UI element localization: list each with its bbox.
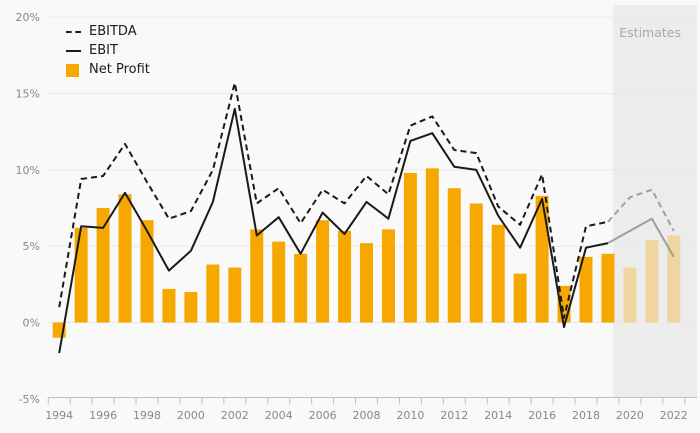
y-axis-label: 15%: [16, 88, 40, 101]
y-axis-label: 10%: [16, 164, 40, 177]
bar-swatch-icon: [66, 63, 79, 77]
net-profit-bar[interactable]: [96, 208, 110, 323]
x-axis-label: 2014: [484, 409, 512, 422]
net-profit-bar[interactable]: [118, 194, 132, 323]
net-profit-bar-estimate[interactable]: [623, 267, 637, 323]
net-profit-bar[interactable]: [316, 220, 330, 323]
legend-label-ebit: EBIT: [89, 43, 118, 58]
ebit-line-estimate: [607, 217, 675, 258]
net-profit-bar-estimate[interactable]: [645, 240, 659, 323]
x-axis-label: 2018: [572, 409, 600, 422]
legend-item-ebit[interactable]: EBIT: [66, 44, 150, 58]
net-profit-bar[interactable]: [272, 241, 286, 323]
ebitda-line-estimate: [607, 188, 675, 232]
net-profit-bar[interactable]: [381, 229, 395, 323]
x-axis-label: 2010: [396, 409, 424, 422]
net-profit-bar[interactable]: [250, 229, 264, 323]
solid-line-icon: [66, 50, 81, 52]
ebit-line: [58, 107, 609, 354]
net-profit-bar[interactable]: [425, 168, 439, 323]
x-axis-label: 2016: [528, 409, 556, 422]
ebitda-line: [58, 81, 609, 319]
net-profit-bar[interactable]: [579, 256, 593, 323]
net-profit-bar[interactable]: [228, 267, 242, 323]
y-axis-label: 0%: [23, 317, 40, 330]
x-axis-label: 1994: [45, 409, 73, 422]
estimates-region: [613, 5, 697, 398]
net-profit-bar[interactable]: [535, 195, 549, 323]
net-profit-bar[interactable]: [513, 273, 527, 323]
legend-item-ebitda[interactable]: EBITDA: [66, 25, 150, 39]
x-axis-label: 2004: [265, 409, 293, 422]
x-axis-label: 2022: [660, 409, 688, 422]
net-profit-bar[interactable]: [74, 227, 88, 323]
net-profit-bar-estimate[interactable]: [667, 235, 681, 323]
x-axis-label: 1996: [89, 409, 117, 422]
net-profit-bar[interactable]: [338, 230, 352, 323]
y-axis-label: -5%: [19, 393, 40, 406]
x-axis-label: 2006: [309, 409, 337, 422]
net-profit-bar[interactable]: [491, 224, 505, 323]
net-profit-bar[interactable]: [601, 253, 615, 323]
y-axis-label: 5%: [23, 240, 40, 253]
net-profit-bar[interactable]: [469, 203, 483, 323]
net-profit-bar[interactable]: [162, 288, 176, 323]
x-axis-label: 2012: [440, 409, 468, 422]
legend-label-net-profit: Net Profit: [89, 62, 150, 77]
estimates-region-label: Estimates: [619, 25, 681, 40]
dashed-line-icon: [66, 31, 81, 33]
chart-legend: EBITDA EBIT Net Profit: [66, 25, 150, 77]
x-axis-label: 2008: [353, 409, 381, 422]
net-profit-bar[interactable]: [447, 188, 461, 323]
x-axis-label: 1998: [133, 409, 161, 422]
legend-item-net-profit[interactable]: Net Profit: [66, 63, 150, 77]
x-axis-label: 2002: [221, 409, 249, 422]
y-axis-label: 20%: [16, 11, 40, 24]
net-profit-bar[interactable]: [360, 243, 373, 323]
x-axis-label: 2020: [616, 409, 644, 422]
net-profit-bar[interactable]: [206, 264, 220, 323]
x-axis-label: 2000: [177, 409, 205, 422]
legend-label-ebitda: EBITDA: [89, 24, 137, 39]
net-profit-bar[interactable]: [294, 253, 308, 323]
net-profit-bar[interactable]: [140, 220, 154, 323]
net-profit-bar[interactable]: [184, 291, 198, 323]
net-profit-bar[interactable]: [403, 172, 417, 323]
